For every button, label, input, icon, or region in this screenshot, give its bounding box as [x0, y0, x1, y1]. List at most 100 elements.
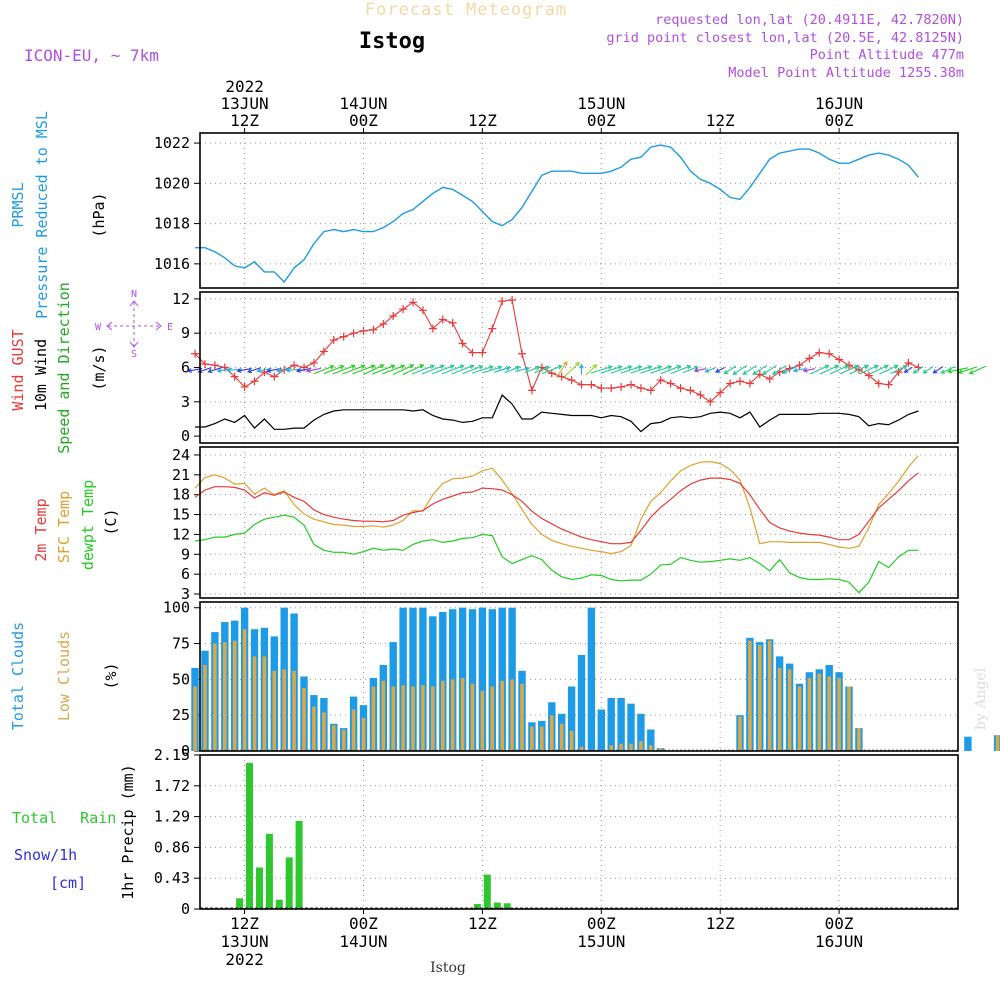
wind-line [195, 393, 919, 433]
total-clouds-bar [567, 686, 576, 751]
gust-marker [547, 369, 556, 378]
time-label-top: 00Z [349, 111, 378, 130]
low-clouds-bar [203, 665, 207, 751]
snow-label: Snow/1h [14, 846, 77, 864]
gust-marker [399, 305, 408, 314]
panel-precip: 0 0.43 0.86 1.29 1.72 2.15 [154, 746, 958, 918]
rain-bar [236, 898, 244, 909]
gust-marker [418, 306, 427, 315]
panel-frame [199, 754, 959, 910]
gust-marker [240, 382, 249, 391]
y-tick-label: 15 [172, 506, 190, 524]
wind-direction-arrow [771, 364, 787, 375]
low-clouds-bar [223, 642, 227, 751]
compass-south: S [131, 349, 137, 360]
low-clouds-bar [242, 629, 247, 751]
total-clouds-bar [468, 609, 477, 751]
grid-point-coords: grid point closest lon,lat (20.5E, 42.81… [606, 30, 964, 46]
low-clouds-bar [252, 656, 257, 751]
wind-direction-arrow [585, 364, 598, 376]
gust-marker [290, 361, 299, 370]
wind-direction-arrow [515, 366, 530, 373]
low-clouds-bar [213, 643, 217, 751]
low-clouds-bar [302, 688, 306, 751]
gust-marker [428, 324, 437, 333]
wind-direction-arrow [890, 365, 908, 374]
gust-marker [904, 358, 913, 367]
y-tick-label: 0.86 [154, 838, 190, 856]
gust-marker [458, 339, 467, 348]
low-clouds-bar [807, 677, 812, 751]
wind-direction-arrow [590, 365, 613, 374]
wind-direction-arrow [579, 363, 584, 375]
wind-direction-arrow [494, 365, 512, 373]
wind-direction-arrow [342, 364, 366, 375]
gust-marker [795, 361, 804, 370]
panel-frame [199, 446, 959, 599]
wind-direction-arrow [715, 367, 725, 373]
y-tick-label: 24 [172, 446, 190, 464]
low-clouds-bar [540, 726, 544, 751]
gust-label: Wind GUST [9, 329, 27, 410]
gust-marker [646, 386, 655, 395]
wind-direction-arrow [859, 364, 880, 375]
low-clouds-bar [748, 640, 752, 751]
gust-marker [508, 296, 517, 305]
wind-direction-arrow [295, 367, 312, 373]
wind-direction-arrow [352, 364, 376, 375]
gust-marker [250, 377, 259, 386]
time-label-top: 2022 [225, 77, 264, 96]
pressure-unit: (hPa) [90, 192, 108, 237]
low-clouds-bar [857, 728, 861, 751]
rain-bar [503, 903, 511, 909]
low-clouds-bar [312, 706, 316, 751]
precip-unit: 1hr Precip (mm) [119, 764, 137, 899]
low-clouds-bar [738, 716, 742, 751]
y-tick-label: 6 [181, 359, 190, 377]
wind-direction-arrow [372, 364, 396, 375]
gust-marker [874, 379, 883, 388]
time-label-bottom: 12Z [468, 914, 497, 933]
wind-direction-arrow [421, 364, 445, 375]
chart-title: Forecast Meteogram [365, 0, 567, 20]
dewpt-line [194, 514, 919, 594]
gust-marker [210, 361, 219, 370]
pressure-label-1: PRMSL [9, 182, 27, 227]
y-tick-label: 3 [181, 585, 190, 603]
y-tick-label: 6 [181, 565, 190, 583]
y-tick-label: 1.72 [154, 777, 190, 795]
gust-marker [349, 329, 358, 338]
y-tick-label: 18 [172, 486, 190, 504]
wind-direction-arrow [534, 365, 551, 374]
low-clouds-bar [193, 686, 197, 751]
time-label-bottom: 14JUN [339, 932, 387, 951]
low-clouds-bar [470, 683, 475, 751]
total-clouds-bar [429, 616, 437, 751]
low-clouds-bar [520, 683, 524, 751]
total-clouds-label: Total Clouds [9, 622, 27, 730]
snow-unit: [cm] [50, 874, 86, 892]
wind-direction-arrow [940, 366, 956, 374]
pressure-label-2: Pressure Reduced to MSL [33, 111, 51, 319]
y-tick-label: 1016 [154, 255, 190, 273]
wind-direction-arrow [879, 364, 899, 375]
low-clouds-bar [232, 640, 237, 751]
gust-marker [577, 380, 586, 389]
gust-marker [597, 384, 606, 393]
gust-marker [686, 386, 695, 395]
low-clouds-bar [787, 669, 792, 751]
gust-marker [666, 379, 675, 388]
gust-marker [884, 380, 893, 389]
wind-direction-arrow [504, 365, 521, 374]
low-clouds-bar [609, 745, 613, 751]
wind-direction-arrow [932, 366, 944, 374]
rain-bar [256, 867, 263, 909]
point-altitude: Point Altitude 477m [810, 47, 964, 63]
y-tick-label: 3 [181, 393, 190, 411]
wind-direction-arrow [483, 365, 503, 374]
y-tick-label: 0.43 [154, 869, 190, 887]
wind-unit: (m/s) [90, 345, 108, 390]
gust-line [194, 299, 919, 403]
gust-marker [369, 325, 378, 334]
